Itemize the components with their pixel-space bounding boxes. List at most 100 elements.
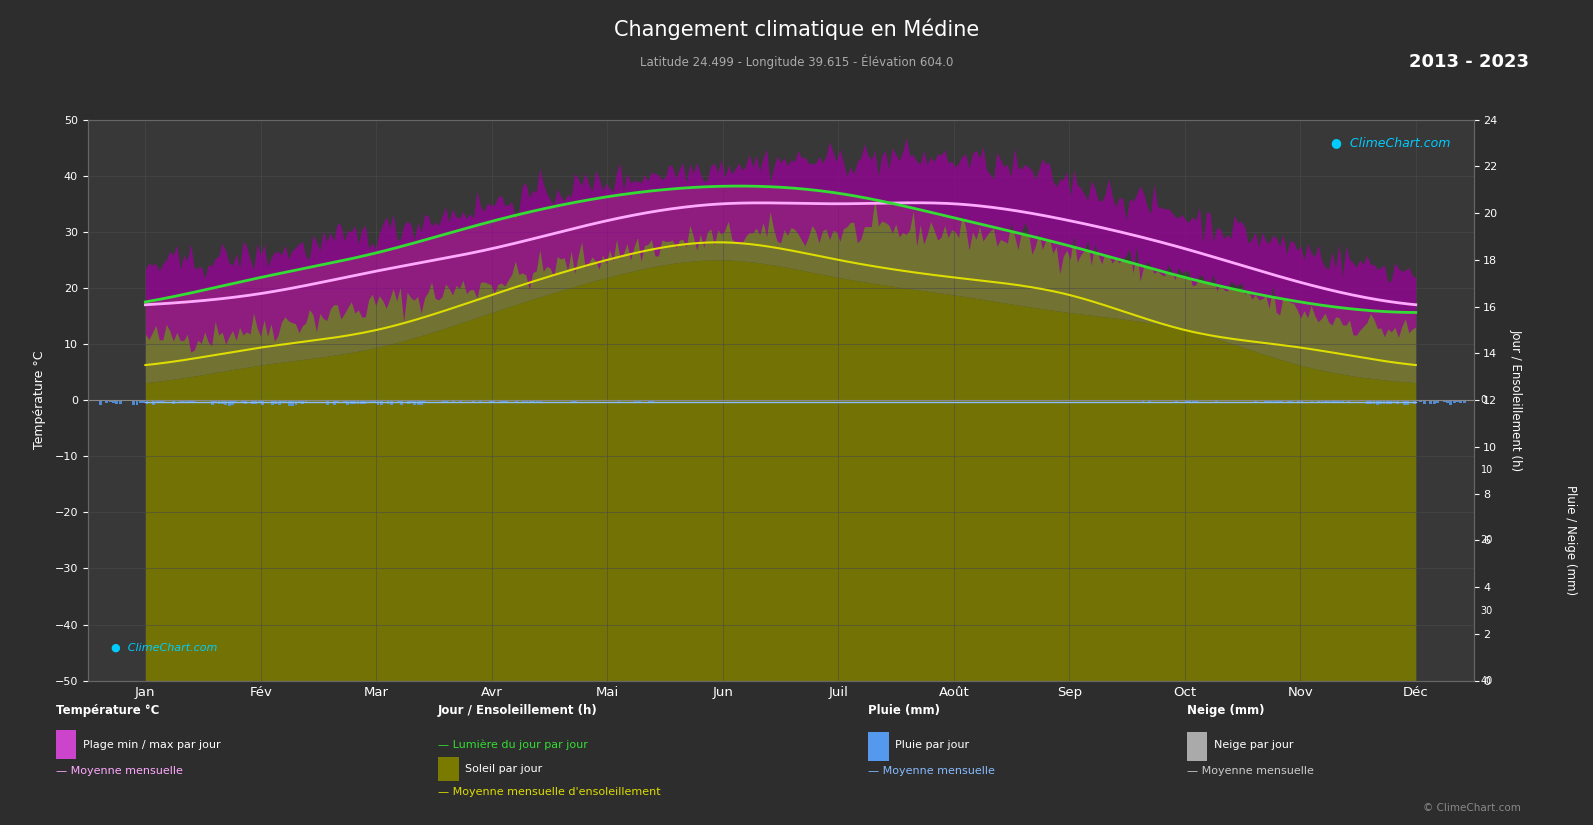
Bar: [472, 400, 475, 403]
Bar: [182, 400, 185, 402]
Bar: [1337, 400, 1340, 403]
Bar: [1462, 400, 1466, 403]
Bar: [499, 400, 502, 403]
Bar: [1453, 400, 1456, 403]
Bar: [178, 400, 182, 403]
Bar: [379, 400, 382, 405]
Bar: [376, 400, 379, 405]
Bar: [1287, 400, 1290, 402]
Bar: [413, 400, 416, 405]
Bar: [486, 400, 489, 402]
Text: — Lumière du jour par jour: — Lumière du jour par jour: [438, 740, 588, 750]
Bar: [271, 400, 274, 405]
Bar: [1152, 400, 1155, 401]
Bar: [1426, 400, 1429, 401]
Bar: [648, 400, 650, 402]
Bar: [231, 400, 234, 405]
Bar: [108, 400, 112, 402]
Bar: [363, 400, 366, 404]
Bar: [475, 400, 478, 402]
Bar: [1263, 400, 1266, 403]
Bar: [1281, 400, 1284, 402]
Text: Plage min / max par jour: Plage min / max par jour: [83, 740, 220, 750]
Bar: [288, 400, 292, 406]
Text: Température °C: Température °C: [56, 704, 159, 717]
Y-axis label: Température °C: Température °C: [33, 351, 46, 450]
Text: — Moyenne mensuelle: — Moyenne mensuelle: [56, 766, 183, 776]
Bar: [1185, 400, 1188, 402]
Bar: [424, 400, 427, 403]
Bar: [156, 400, 159, 403]
Bar: [1395, 400, 1399, 404]
Bar: [148, 400, 151, 401]
Text: — Moyenne mensuelle d'ensoleillement: — Moyenne mensuelle d'ensoleillement: [438, 787, 661, 797]
Bar: [478, 400, 481, 403]
Bar: [1386, 400, 1389, 403]
Bar: [1201, 400, 1204, 401]
Bar: [1373, 400, 1375, 404]
Bar: [241, 400, 244, 402]
Bar: [295, 400, 298, 405]
Bar: [1274, 400, 1276, 403]
Bar: [244, 400, 247, 404]
Text: 30: 30: [1480, 606, 1493, 615]
Bar: [274, 400, 277, 403]
Bar: [193, 400, 196, 402]
Bar: [581, 400, 583, 401]
Bar: [213, 400, 217, 403]
Bar: [532, 400, 535, 403]
Bar: [373, 400, 376, 402]
Bar: [516, 400, 518, 403]
Bar: [1402, 400, 1405, 404]
Bar: [409, 400, 413, 402]
Text: Changement climatique en Médine: Changement climatique en Médine: [613, 18, 980, 40]
Bar: [644, 400, 647, 401]
Text: 20: 20: [1480, 535, 1493, 545]
Text: Soleil par jour: Soleil par jour: [465, 764, 542, 774]
Bar: [397, 400, 400, 403]
Bar: [621, 400, 624, 401]
Bar: [1450, 400, 1453, 405]
Bar: [218, 400, 220, 404]
Text: — Moyenne mensuelle: — Moyenne mensuelle: [1187, 766, 1314, 776]
Bar: [280, 400, 284, 403]
Bar: [119, 400, 121, 404]
Bar: [1327, 400, 1330, 403]
Text: Jour / Ensoleillement (h): Jour / Ensoleillement (h): [438, 704, 597, 717]
Bar: [523, 400, 526, 403]
Bar: [354, 400, 357, 404]
Bar: [588, 400, 591, 402]
Bar: [387, 400, 390, 403]
Bar: [459, 400, 462, 403]
Bar: [1333, 400, 1337, 402]
Bar: [1149, 400, 1152, 402]
Bar: [225, 400, 228, 405]
Bar: [285, 400, 287, 402]
Bar: [495, 400, 499, 402]
Bar: [292, 400, 295, 406]
Bar: [1383, 400, 1386, 404]
Bar: [228, 400, 231, 407]
Bar: [99, 400, 102, 405]
Bar: [577, 400, 580, 402]
Bar: [452, 400, 456, 403]
Text: 10: 10: [1480, 465, 1493, 475]
Bar: [115, 400, 118, 403]
Bar: [1389, 400, 1392, 403]
Bar: [1429, 400, 1432, 404]
Bar: [142, 400, 145, 403]
Bar: [1290, 400, 1294, 402]
Bar: [1195, 400, 1198, 402]
Bar: [1209, 400, 1211, 402]
Bar: [417, 400, 419, 405]
Bar: [573, 400, 577, 402]
Bar: [1176, 400, 1177, 402]
Bar: [350, 400, 352, 404]
Bar: [252, 400, 253, 403]
Bar: [304, 400, 307, 403]
Text: ●  ClimeChart.com: ● ClimeChart.com: [112, 643, 217, 653]
Bar: [327, 400, 330, 405]
Bar: [145, 400, 148, 403]
Bar: [1432, 400, 1435, 404]
Bar: [1228, 400, 1231, 401]
